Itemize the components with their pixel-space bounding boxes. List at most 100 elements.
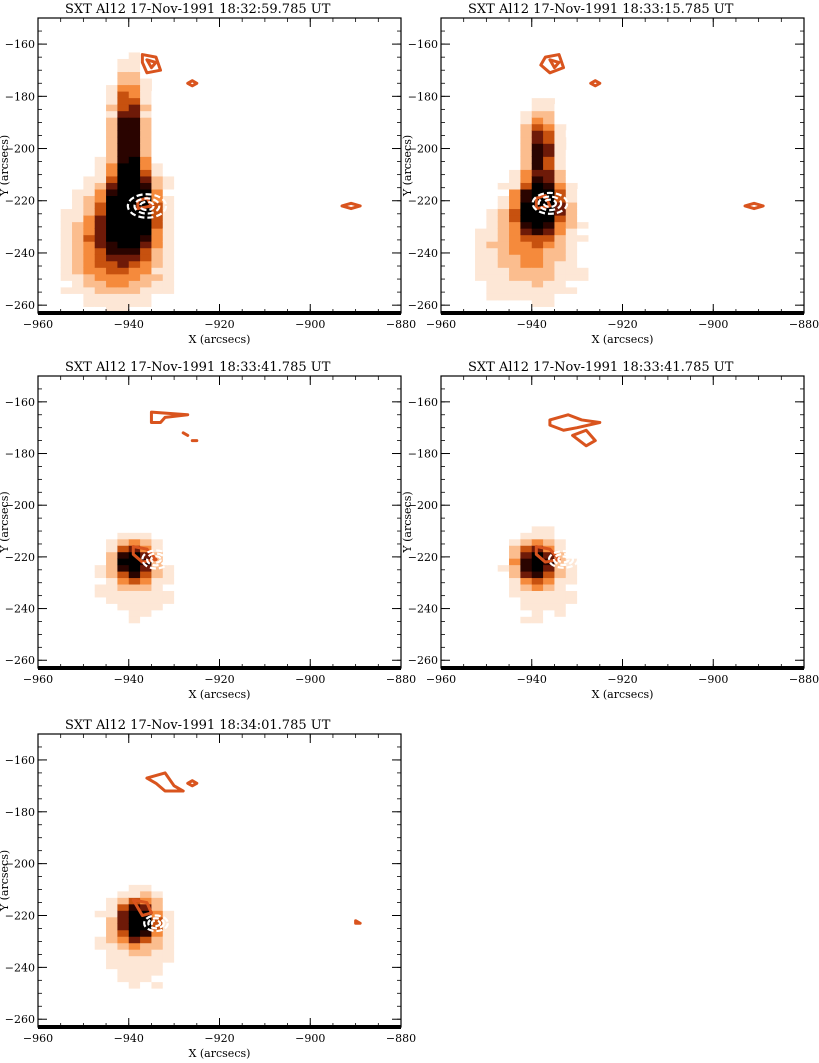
y-tick-label: −220 bbox=[5, 551, 35, 564]
orange-contour bbox=[181, 431, 190, 437]
orange-contour bbox=[571, 428, 597, 448]
white-contour bbox=[133, 197, 161, 215]
panel-title: SXT Al12 17-Nov-1991 18:33:41.785 UT bbox=[468, 360, 734, 375]
x-tick-label: −940 bbox=[114, 1032, 144, 1045]
orange-contour bbox=[534, 194, 552, 211]
white-contour bbox=[146, 552, 166, 567]
y-tick-label: −220 bbox=[408, 195, 438, 208]
sxt-image bbox=[441, 376, 804, 668]
white-contour bbox=[547, 550, 580, 569]
x-tick-label: −880 bbox=[386, 1032, 416, 1045]
y-tick-label: −260 bbox=[5, 654, 35, 667]
x-tick-label: −960 bbox=[426, 318, 456, 331]
y-tick-label: −160 bbox=[5, 396, 35, 409]
panel-title: SXT Al12 17-Nov-1991 18:32:59.785 UT bbox=[65, 2, 331, 17]
x-tick-label: −960 bbox=[426, 673, 456, 686]
sxt-image bbox=[38, 18, 401, 313]
orange-contour bbox=[131, 545, 158, 564]
y-axis-label: Y (arcsecs) bbox=[0, 491, 11, 553]
orange-contour bbox=[534, 545, 561, 564]
orange-contour bbox=[145, 58, 158, 70]
sxt-image bbox=[38, 734, 401, 1027]
orange-contour bbox=[354, 919, 362, 925]
x-tick-label: −900 bbox=[295, 318, 325, 331]
y-tick-label: −260 bbox=[5, 1013, 35, 1026]
y-tick-label: −180 bbox=[408, 90, 438, 103]
x-tick-label: −940 bbox=[517, 673, 547, 686]
y-axis-label: Y (arcsecs) bbox=[401, 491, 414, 553]
x-tick-label: −920 bbox=[607, 673, 637, 686]
x-tick-label: −900 bbox=[698, 673, 728, 686]
x-tick-label: −900 bbox=[295, 673, 325, 686]
x-tick-label: −920 bbox=[204, 673, 234, 686]
white-contour bbox=[139, 200, 155, 212]
y-tick-label: −180 bbox=[5, 448, 35, 461]
x-axis-label: X (arcsecs) bbox=[189, 333, 251, 346]
x-tick-label: −920 bbox=[204, 318, 234, 331]
y-tick-label: −240 bbox=[5, 961, 35, 974]
x-tick-label: −920 bbox=[204, 1032, 234, 1045]
y-axis-label: Y (arcsecs) bbox=[0, 850, 11, 912]
orange-contour bbox=[589, 79, 602, 88]
panel-2: −960 −940 −920 −900 −880 −160 −180 −200 −220 −240… bbox=[401, 2, 819, 346]
panel-3: −960 −940 −920 −900 −880 −160 −180 −200 −220 −240… bbox=[0, 360, 416, 701]
white-contour bbox=[557, 555, 570, 564]
y-axis-label: Y (arcsecs) bbox=[401, 135, 414, 197]
x-axis-label: X (arcsecs) bbox=[189, 688, 251, 701]
x-tick-label: −880 bbox=[789, 673, 819, 686]
x-tick-label: −960 bbox=[23, 318, 53, 331]
y-tick-label: −220 bbox=[5, 910, 35, 923]
y-tick-label: −260 bbox=[5, 299, 35, 312]
x-axis-label: X (arcsecs) bbox=[189, 1047, 251, 1060]
panel-title: SXT Al12 17-Nov-1991 18:34:01.785 UT bbox=[65, 718, 331, 733]
x-tick-label: −880 bbox=[789, 318, 819, 331]
x-tick-label: −960 bbox=[23, 673, 53, 686]
orange-contour bbox=[539, 53, 566, 75]
y-tick-label: −200 bbox=[5, 858, 35, 871]
orange-contour bbox=[186, 779, 199, 788]
orange-contour bbox=[136, 196, 153, 211]
orange-contour bbox=[186, 79, 199, 88]
orange-contour bbox=[743, 201, 765, 211]
x-tick-label: −880 bbox=[386, 673, 416, 686]
panel-title: SXT Al12 17-Nov-1991 18:33:15.785 UT bbox=[468, 2, 734, 17]
y-tick-label: −180 bbox=[5, 90, 35, 103]
y-tick-label: −220 bbox=[408, 551, 438, 564]
x-tick-label: −920 bbox=[607, 318, 637, 331]
x-axis-label: X (arcsecs) bbox=[592, 333, 654, 346]
y-tick-label: −200 bbox=[408, 143, 438, 156]
y-tick-label: −260 bbox=[408, 299, 438, 312]
y-tick-label: −200 bbox=[408, 499, 438, 512]
white-contour bbox=[143, 914, 169, 933]
y-tick-label: −160 bbox=[5, 754, 35, 767]
orange-contour bbox=[131, 898, 153, 918]
x-axis-label: X (arcsecs) bbox=[592, 688, 654, 701]
y-tick-label: −200 bbox=[5, 143, 35, 156]
orange-contour bbox=[548, 413, 602, 432]
y-tick-label: −160 bbox=[5, 38, 35, 51]
orange-contour bbox=[140, 53, 163, 75]
white-contour bbox=[542, 198, 558, 209]
y-tick-label: −240 bbox=[408, 603, 438, 616]
y-tick-label: −200 bbox=[5, 499, 35, 512]
x-tick-label: −940 bbox=[517, 318, 547, 331]
panel-4: −960 −940 −920 −900 −880 −160 −180 −200 −220 −240… bbox=[401, 360, 819, 701]
panel-1: −960 −940 −920 −900 −880 −160 −180 −200 −220 −240… bbox=[0, 2, 416, 346]
x-tick-label: −940 bbox=[114, 318, 144, 331]
y-axis-label: Y (arcsecs) bbox=[0, 135, 11, 197]
orange-contour bbox=[149, 410, 190, 425]
y-tick-label: −160 bbox=[408, 396, 438, 409]
y-tick-label: −180 bbox=[408, 448, 438, 461]
y-tick-label: −180 bbox=[5, 806, 35, 819]
x-tick-label: −940 bbox=[114, 673, 144, 686]
white-contour bbox=[150, 555, 162, 564]
white-contour bbox=[531, 191, 569, 215]
sxt-image bbox=[38, 376, 401, 668]
white-contour bbox=[537, 195, 563, 212]
sxt-image bbox=[441, 18, 804, 313]
orange-contour bbox=[548, 58, 561, 70]
orange-contour bbox=[340, 201, 362, 211]
white-contour bbox=[147, 917, 165, 930]
y-tick-label: −220 bbox=[5, 195, 35, 208]
